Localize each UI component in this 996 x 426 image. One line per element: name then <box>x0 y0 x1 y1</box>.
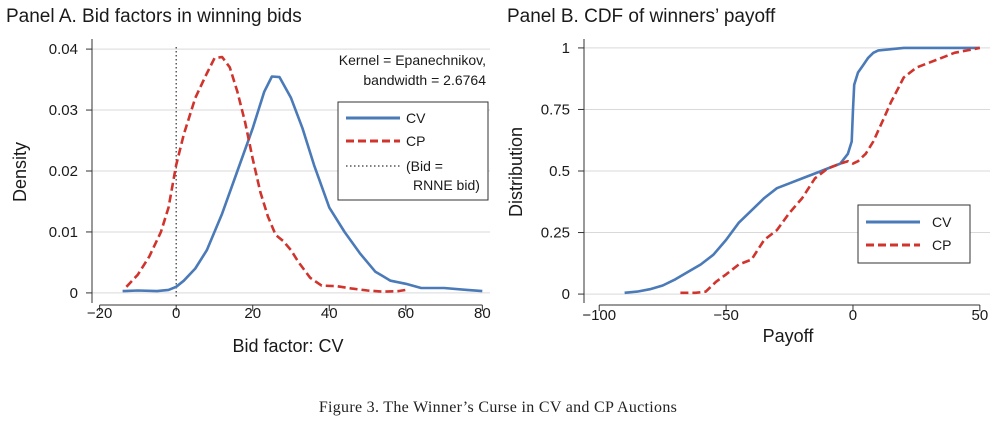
x-tick-label: 40 <box>321 305 338 322</box>
y-tick-label: 0.04 <box>49 41 78 58</box>
y-tick-label: 1 <box>562 40 570 57</box>
x-tick-label: 60 <box>397 305 414 322</box>
kernel-annotation-line-1: Kernel = Epanechnikov, <box>339 52 486 68</box>
x-tick-label: 80 <box>474 305 491 322</box>
panel-b-axes: 0 0.25 0.5 0.75 1 −100 −50 0 50 <box>541 39 988 324</box>
legend-cp-label: CP <box>406 133 425 149</box>
y-tick-label: 0.25 <box>541 225 570 242</box>
x-tick-label: 0 <box>849 307 857 324</box>
series-cv-line <box>624 46 980 295</box>
kernel-annotation-line-2: bandwidth = 2.6764 <box>363 72 486 88</box>
y-tick-label: 0 <box>70 285 78 302</box>
legend-b-cv-label: CV <box>932 214 952 230</box>
series-cp-line <box>680 46 981 295</box>
y-tick-label: 0 <box>562 286 570 303</box>
y-tick-label: 0.75 <box>541 101 570 118</box>
y-tick-label: 0.01 <box>49 224 78 241</box>
panel-b-legend: CV CP <box>857 204 971 264</box>
y-tick-label: 0.5 <box>549 163 570 180</box>
panel-b-legend-box <box>857 204 971 264</box>
panel-b: Panel B. CDF of winners’ payoff 0 0.25 0.5… <box>506 6 990 346</box>
x-tick-label: −100 <box>582 307 616 324</box>
legend-b-cp-label: CP <box>932 237 951 253</box>
legend-rnne-label-1: (Bid = <box>406 158 443 174</box>
x-tick-label: 20 <box>244 305 261 322</box>
series-cv-line <box>122 75 483 293</box>
panel-b-y-label: Distribution <box>506 127 526 217</box>
panel-b-x-label: Payoff <box>763 326 815 346</box>
panel-a-x-label: Bid factor: CV <box>232 336 343 356</box>
legend-rnne-label-2: RNNE bid) <box>413 177 480 193</box>
panel-b-title: Panel B. CDF of winners’ payoff <box>507 6 776 27</box>
legend-cv-label: CV <box>406 110 426 126</box>
panel-b-series <box>624 46 981 295</box>
panel-a-title: Panel A. Bid factors in winning bids <box>6 6 302 27</box>
x-tick-label: 0 <box>172 305 180 322</box>
panel-a-axes: 0 0.01 0.02 0.03 0.04 −20 0 20 40 60 80 <box>49 39 491 322</box>
panel-a-legend: CV CP (Bid = RNNE bid) <box>337 101 489 201</box>
y-tick-label: 0.03 <box>49 102 78 119</box>
x-tick-label: −20 <box>87 305 112 322</box>
figure-caption: Figure 3. The Winner’s Curse in CV and C… <box>319 399 677 416</box>
panel-a-annotation: Kernel = Epanechnikov, bandwidth = 2.676… <box>339 52 486 88</box>
y-tick-label: 0.02 <box>49 163 78 180</box>
panel-a-y-label: Density <box>10 142 30 202</box>
x-tick-label: −50 <box>713 307 738 324</box>
x-tick-label: 50 <box>972 307 989 324</box>
series-cp-line <box>125 55 407 294</box>
panel-a-series <box>122 47 483 299</box>
panel-a: Panel A. Bid factors in winning bids 0 0.… <box>6 6 491 356</box>
